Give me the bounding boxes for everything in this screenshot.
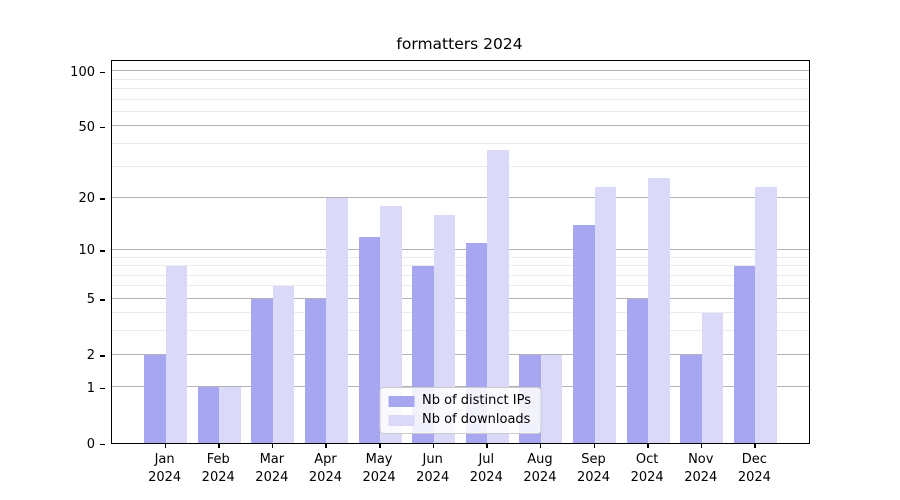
y-tick-label: 20 bbox=[78, 191, 95, 207]
x-tick-mark bbox=[539, 444, 542, 448]
x-tick-mark bbox=[647, 444, 649, 448]
x-tick-label-jul: Jul 2024 bbox=[469, 452, 503, 485]
bar-aug-downloads bbox=[540, 354, 563, 443]
minor-gridline bbox=[112, 330, 809, 332]
major-gridline bbox=[112, 386, 809, 388]
major-gridline bbox=[112, 248, 809, 250]
y-tick-label: 0 bbox=[86, 436, 95, 452]
x-tick-label-feb: Feb 2024 bbox=[201, 452, 235, 485]
bar-oct-distinct-ips bbox=[626, 298, 649, 443]
y-tick-mark bbox=[100, 299, 105, 301]
x-tick-mark bbox=[754, 444, 756, 448]
major-gridline bbox=[112, 125, 809, 127]
x-tick-label-mar: Mar 2024 bbox=[255, 452, 289, 485]
chart-title: formatters 2024 bbox=[396, 35, 523, 53]
x-tick-label-may: May 2024 bbox=[362, 452, 396, 485]
x-tick-mark bbox=[432, 444, 435, 448]
bar-jul-downloads bbox=[487, 150, 509, 443]
major-gridline bbox=[112, 297, 809, 299]
y-tick-label: 5 bbox=[86, 292, 95, 308]
x-tick-mark bbox=[486, 444, 488, 448]
legend-row-downloads: Nb of downloads bbox=[388, 413, 531, 427]
legend-label-distinct-ips: Nb of distinct IPs bbox=[422, 393, 531, 408]
bar-mar-distinct-ips bbox=[251, 298, 273, 443]
minor-gridline bbox=[112, 165, 809, 167]
y-tick-mark bbox=[100, 443, 105, 445]
x-tick-mark bbox=[593, 444, 596, 448]
y-tick-mark bbox=[100, 250, 105, 252]
x-tick-label-aug: Aug 2024 bbox=[523, 452, 557, 485]
x-tick-mark bbox=[271, 444, 274, 448]
y-tick-label: 100 bbox=[70, 64, 95, 80]
bar-apr-downloads bbox=[326, 197, 348, 443]
bar-feb-distinct-ips bbox=[197, 387, 220, 443]
minor-gridline bbox=[112, 78, 809, 80]
major-gridline bbox=[112, 70, 809, 72]
major-gridline bbox=[112, 196, 809, 198]
minor-gridline bbox=[112, 98, 809, 100]
y-tick-mark bbox=[100, 198, 105, 200]
x-tick-label-jun: Jun 2024 bbox=[416, 452, 450, 485]
x-tick-label-apr: Apr 2024 bbox=[308, 452, 342, 485]
minor-gridline bbox=[112, 143, 809, 145]
x-tick-label-nov: Nov 2024 bbox=[684, 452, 718, 485]
x-tick-mark bbox=[164, 444, 167, 448]
bar-may-downloads bbox=[380, 205, 402, 443]
major-gridline bbox=[112, 353, 809, 355]
minor-gridline bbox=[112, 265, 809, 267]
x-axis: Jan 2024 Feb 2024 Mar 2024 Apr 2024 May 2024 Jun 20… bbox=[111, 443, 808, 493]
bar-nov-downloads bbox=[701, 313, 724, 443]
bar-dec-downloads bbox=[755, 187, 777, 443]
x-tick-mark bbox=[379, 444, 381, 448]
y-tick-mark bbox=[100, 71, 105, 74]
y-tick-label: 2 bbox=[86, 348, 95, 364]
bar-sep-downloads bbox=[594, 187, 616, 443]
legend-row-distinct-ips: Nb of distinct IPs bbox=[388, 394, 531, 408]
bar-jun-downloads bbox=[433, 214, 456, 443]
y-tick-label: 50 bbox=[78, 119, 95, 135]
legend: Nb of distinct IPs Nb of downloads bbox=[379, 387, 542, 434]
minor-gridline bbox=[112, 111, 809, 113]
y-tick-mark bbox=[100, 355, 105, 357]
bar-sep-distinct-ips bbox=[573, 224, 595, 443]
x-tick-label-jan: Jan 2024 bbox=[148, 452, 182, 485]
minor-gridline bbox=[112, 256, 809, 258]
x-tick-mark bbox=[218, 444, 220, 448]
x-tick-mark bbox=[325, 444, 327, 448]
y-tick-mark bbox=[100, 126, 105, 129]
bar-mar-downloads bbox=[272, 286, 295, 443]
y-axis: 0 1 2 5 10 20 50 100 bbox=[0, 60, 105, 451]
x-tick-label-oct: Oct 2024 bbox=[630, 452, 664, 485]
bar-apr-distinct-ips bbox=[305, 298, 327, 443]
bar-oct-downloads bbox=[648, 177, 670, 443]
bar-jan-downloads bbox=[165, 266, 188, 443]
minor-gridline bbox=[112, 285, 809, 287]
x-tick-label-dec: Dec 2024 bbox=[737, 452, 771, 485]
minor-gridline bbox=[112, 312, 809, 314]
bar-may-distinct-ips bbox=[358, 236, 381, 443]
bar-dec-distinct-ips bbox=[733, 266, 756, 443]
bar-jan-distinct-ips bbox=[144, 354, 166, 443]
bar-feb-downloads bbox=[219, 387, 241, 443]
y-tick-mark bbox=[100, 387, 105, 390]
y-tick-label: 10 bbox=[78, 243, 95, 259]
x-tick-mark bbox=[700, 444, 703, 448]
minor-gridline bbox=[112, 274, 809, 276]
plot-area: Nb of distinct IPs Nb of downloads bbox=[111, 60, 810, 444]
x-tick-label-sep: Sep 2024 bbox=[576, 452, 611, 485]
minor-gridline bbox=[112, 88, 809, 90]
legend-swatch-downloads bbox=[388, 414, 415, 426]
bar-nov-distinct-ips bbox=[680, 354, 702, 443]
legend-label-downloads: Nb of downloads bbox=[422, 412, 531, 427]
legend-swatch-distinct-ips bbox=[388, 395, 415, 407]
y-tick-label: 1 bbox=[86, 380, 95, 396]
